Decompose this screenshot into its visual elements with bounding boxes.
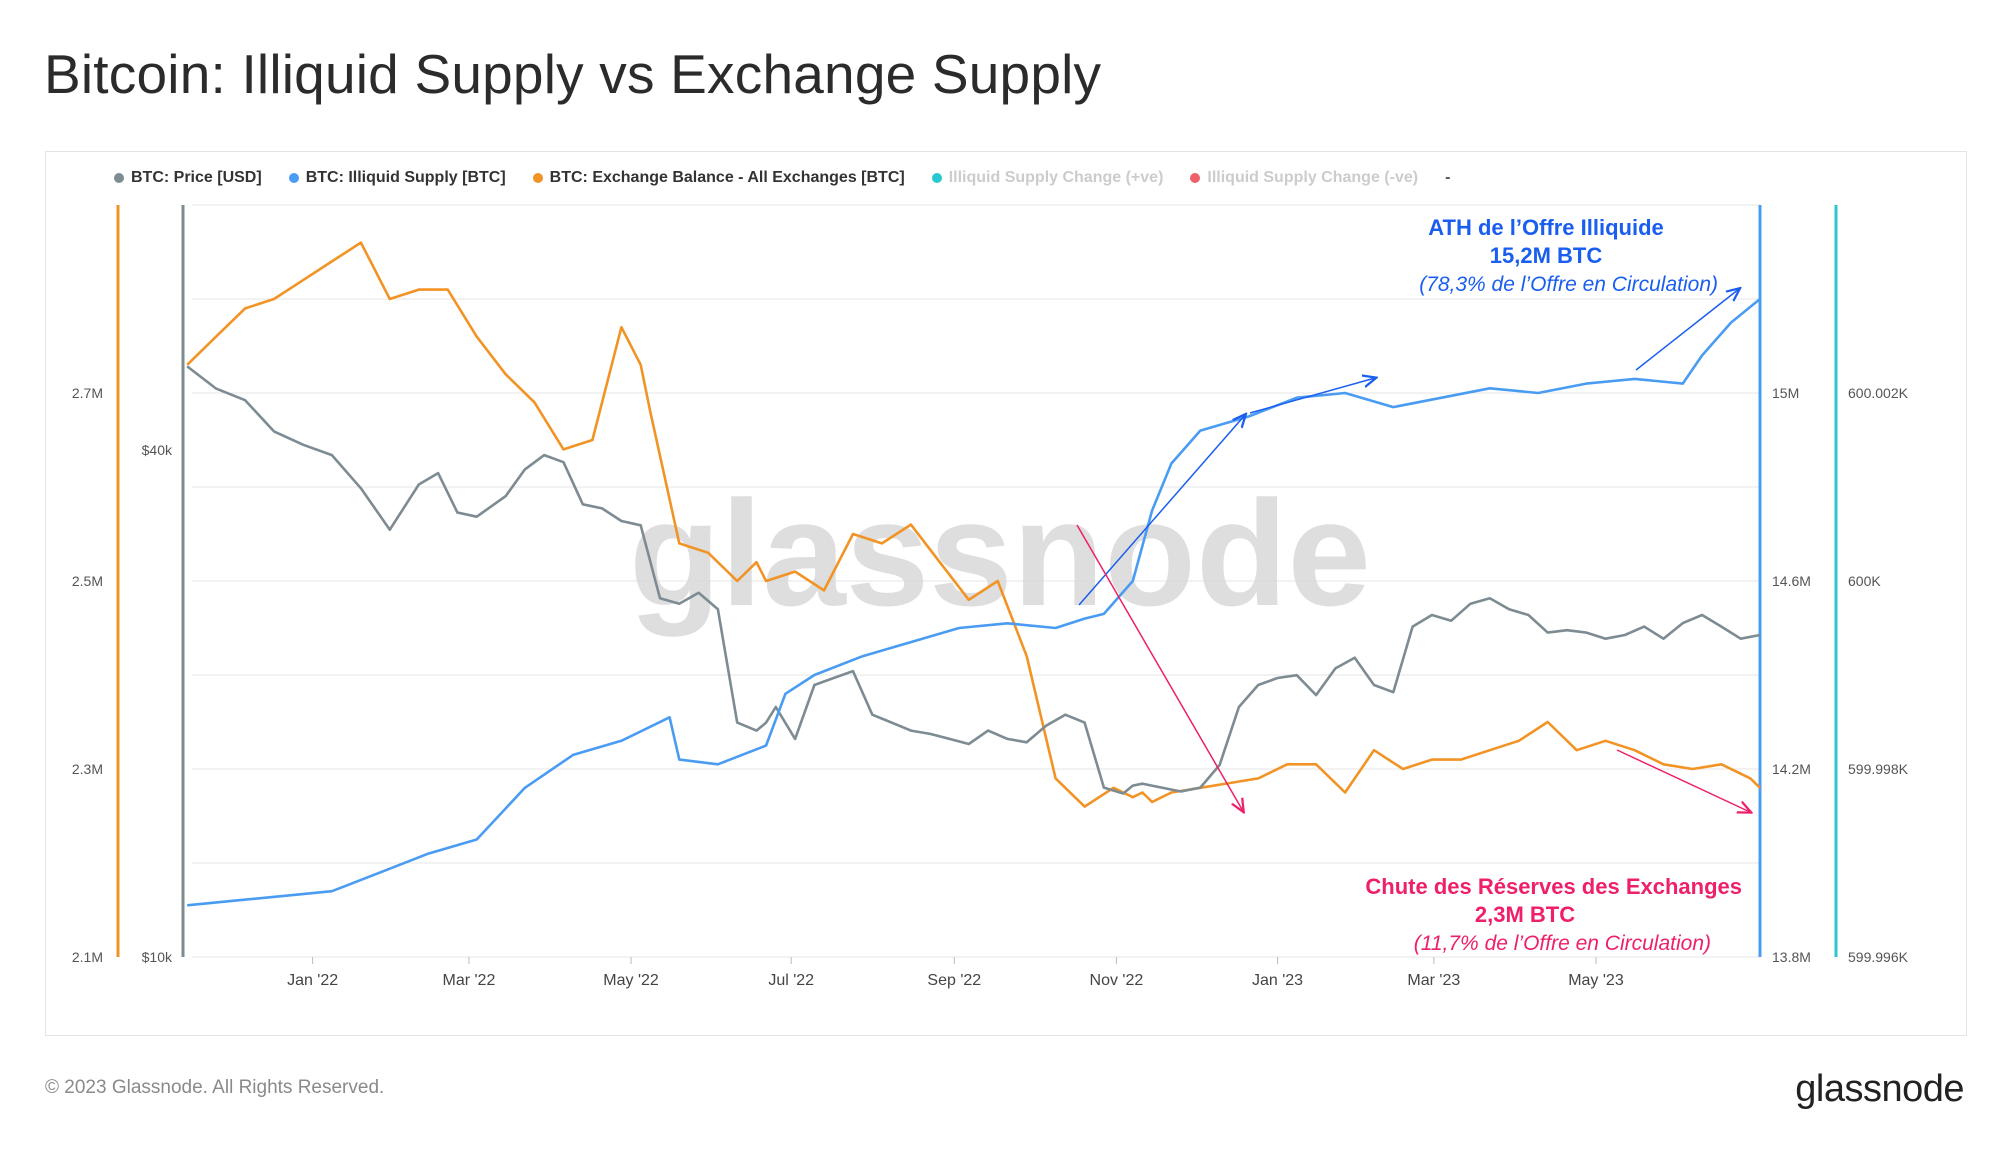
exchange-axis-tick: 2.3M xyxy=(72,761,103,777)
exchange-drop-arrow xyxy=(1076,524,1243,811)
legend-more-button[interactable]: - xyxy=(1445,169,1451,186)
legend-label: BTC: Illiquid Supply [BTC] xyxy=(305,169,506,186)
illiquid-change-axis-tick: 599.996K xyxy=(1848,949,1909,965)
legend-label: BTC: Exchange Balance - All Exchanges [B… xyxy=(549,169,905,186)
price-axis-tick: $10k xyxy=(142,949,173,965)
copyright-text: © 2023 Glassnode. All Rights Reserved. xyxy=(45,1077,385,1098)
brand-logo: glassnode xyxy=(1795,1068,1964,1110)
x-axis-tick-label: Sep '22 xyxy=(927,972,981,989)
watermark-text: glassnode xyxy=(629,469,1371,637)
price-axis-tick: $40k xyxy=(142,442,173,458)
illiquid-trend-arrow xyxy=(1078,415,1245,606)
exchange-axis-tick: 2.1M xyxy=(72,949,103,965)
legend-label: Illiquid Supply Change (+ve) xyxy=(948,169,1164,186)
page-title: Bitcoin: Illiquid Supply vs Exchange Sup… xyxy=(44,43,1102,105)
chart-legend: BTC: Price [USD] BTC: Illiquid Supply [B… xyxy=(114,166,1450,190)
exchange-drop-arrow xyxy=(1616,749,1750,812)
illiquid-axis-tick: 15M xyxy=(1772,385,1799,401)
x-axis-tick-label: Mar '22 xyxy=(443,972,496,989)
exchange-balance-line xyxy=(186,241,1761,808)
exchange-axis-tick: 2.7M xyxy=(72,385,103,401)
x-axis-tick-label: May '23 xyxy=(1568,972,1624,989)
x-axis-tick-label: Jul '22 xyxy=(768,972,814,989)
illiquid-supply-line xyxy=(187,297,1761,907)
legend-item-illiquid-change-negative[interactable]: Illiquid Supply Change (-ve) xyxy=(1190,169,1418,187)
price-line xyxy=(186,365,1761,795)
legend-item-illiquid-supply[interactable]: BTC: Illiquid Supply [BTC] xyxy=(288,169,506,187)
legend-item-price[interactable]: BTC: Price [USD] xyxy=(114,169,262,187)
legend-item-exchange-balance[interactable]: BTC: Exchange Balance - All Exchanges [B… xyxy=(532,169,905,187)
annotation-ath-value: 15,2M BTC xyxy=(1490,243,1603,268)
illiquid-axis-tick: 14.2M xyxy=(1772,761,1811,777)
x-axis-tick-label: May '22 xyxy=(603,972,659,989)
legend-dot-icon xyxy=(532,173,543,183)
legend-dot-icon xyxy=(931,173,942,183)
legend-dot-icon xyxy=(1190,173,1201,183)
annotation-drop-note: (11,7% de l’Offre en Circulation) xyxy=(1414,932,1711,955)
annotation-drop-title: Chute des Réserves des Exchanges xyxy=(1365,874,1742,899)
legend-label: Illiquid Supply Change (-ve) xyxy=(1207,169,1419,186)
legend-dot-icon xyxy=(114,173,124,183)
x-axis-tick-label: Mar '23 xyxy=(1407,972,1460,989)
legend-dot-icon xyxy=(288,173,299,183)
x-axis-tick-label: Jan '22 xyxy=(287,972,338,989)
illiquid-ath-arrow xyxy=(1635,289,1739,371)
illiquid-change-axis-tick: 599.998K xyxy=(1848,761,1909,777)
legend-label: BTC: Price [USD] xyxy=(131,169,262,186)
illiquid-change-axis-tick: 600K xyxy=(1848,573,1881,589)
x-axis-tick-label: Nov '22 xyxy=(1090,972,1144,989)
illiquid-axis-tick: 13.8M xyxy=(1772,949,1811,965)
chart-frame xyxy=(45,151,1967,1036)
legend-item-illiquid-change-positive[interactable]: Illiquid Supply Change (+ve) xyxy=(931,169,1164,187)
illiquid-axis-tick: 14.6M xyxy=(1772,573,1811,589)
exchange-axis-tick: 2.5M xyxy=(72,573,103,589)
annotation-ath-title: ATH de l’Offre Illiquide xyxy=(1428,215,1664,240)
annotation-ath-note: (78,3% de l’Offre en Circulation) xyxy=(1419,273,1718,296)
illiquid-change-axis-tick: 600.002K xyxy=(1848,385,1909,401)
x-axis-tick-label: Jan '23 xyxy=(1252,972,1303,989)
annotation-drop-value: 2,3M BTC xyxy=(1475,902,1575,927)
illiquid-trend-arrow xyxy=(1249,378,1375,414)
